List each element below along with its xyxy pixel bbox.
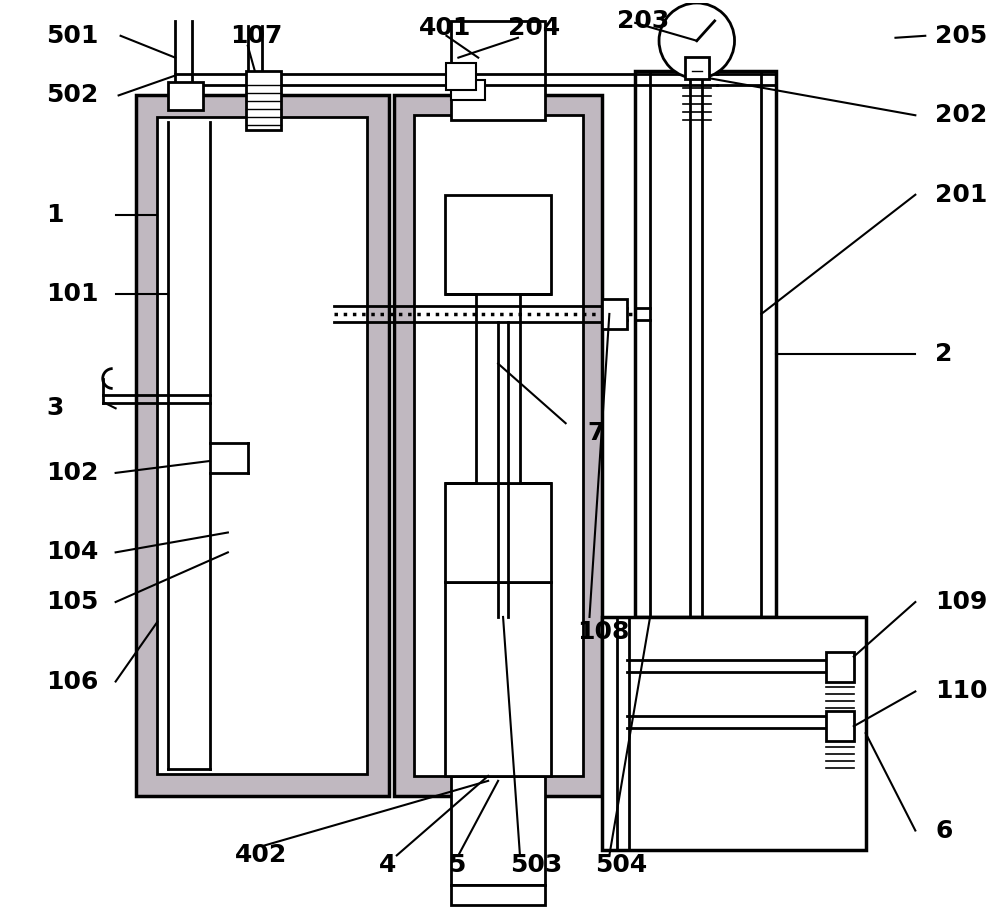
Bar [602,299,627,329]
Bar [168,82,203,110]
Text: 3: 3 [46,396,63,420]
Text: 106: 106 [46,669,98,694]
Text: 202: 202 [935,103,987,127]
Bar [826,711,854,741]
Text: 501: 501 [46,24,98,47]
Text: 504: 504 [595,854,648,877]
Text: 201: 201 [935,183,988,206]
Text: 204: 204 [508,16,560,40]
Text: 104: 104 [46,540,98,564]
Text: 503: 503 [510,854,562,877]
Text: 401: 401 [419,16,471,40]
Text: 108: 108 [578,620,630,644]
Bar [445,194,551,294]
Text: 109: 109 [935,590,988,614]
Text: 101: 101 [46,282,99,306]
Bar [446,63,476,90]
Text: 110: 110 [935,679,988,703]
Text: 203: 203 [617,9,670,33]
Text: 102: 102 [46,461,98,485]
Text: 502: 502 [46,83,98,108]
Bar [445,582,551,776]
Text: 4: 4 [379,854,396,877]
Polygon shape [445,294,551,483]
Bar [169,123,209,768]
Bar [414,115,583,776]
Text: 1: 1 [46,203,64,226]
Bar [602,617,866,850]
Bar [246,70,281,131]
Bar [445,483,551,582]
Text: 402: 402 [235,844,287,867]
Bar [157,117,367,774]
Circle shape [659,3,735,79]
Text: 205: 205 [935,24,987,47]
Text: 6: 6 [935,819,953,843]
Text: 5: 5 [448,854,466,877]
Bar [451,21,545,121]
Text: 105: 105 [46,590,98,614]
Bar [685,57,709,79]
Text: 7: 7 [588,421,605,446]
Bar [451,776,545,886]
Bar [394,95,602,796]
Bar [451,80,485,100]
Text: 2: 2 [935,341,953,366]
Text: 107: 107 [230,24,282,47]
Bar [451,886,545,905]
Bar [136,95,389,796]
Bar [826,652,854,681]
Bar [635,70,776,617]
